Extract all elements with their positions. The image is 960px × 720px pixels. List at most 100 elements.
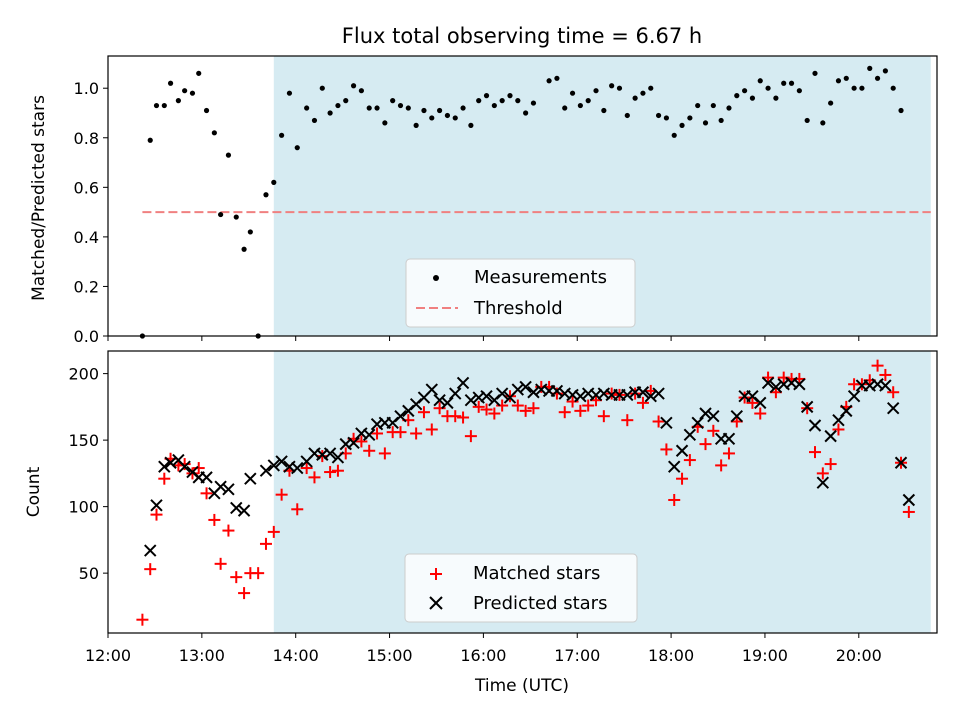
measurement-point bbox=[397, 102, 404, 109]
matched-star-point bbox=[879, 368, 892, 381]
measurement-point bbox=[247, 229, 253, 235]
measurement-point bbox=[390, 98, 396, 104]
measurement-point bbox=[366, 105, 372, 111]
predicted-star-point bbox=[840, 404, 853, 418]
predicted-star-point bbox=[707, 409, 720, 423]
measurement-point bbox=[742, 88, 748, 94]
matched-star-point bbox=[192, 462, 205, 475]
matched-star-point bbox=[300, 462, 313, 475]
measurement-point bbox=[271, 179, 277, 185]
predicted-star-point bbox=[902, 493, 916, 507]
matched-star-point bbox=[715, 459, 728, 472]
matched-star-point bbox=[291, 503, 304, 516]
predicted-star-point bbox=[816, 476, 830, 489]
matched-star-point bbox=[371, 427, 384, 440]
matched-star-point bbox=[267, 525, 280, 538]
predicted-star-point bbox=[150, 499, 163, 512]
measurement-point bbox=[640, 90, 646, 96]
measurement-point bbox=[820, 120, 826, 126]
predicted-star-point bbox=[550, 384, 564, 398]
measurement-point bbox=[867, 65, 873, 71]
matched-star-point bbox=[699, 438, 712, 451]
matched-star-point bbox=[259, 537, 272, 550]
measurement-point bbox=[153, 102, 160, 109]
matched-star-point bbox=[150, 508, 163, 521]
matched-star-point bbox=[660, 443, 673, 456]
measurement-point bbox=[343, 98, 349, 104]
bottom-y-tick-label: 200 bbox=[68, 365, 99, 384]
measurement-point bbox=[460, 105, 466, 111]
matched-star-point bbox=[324, 466, 337, 479]
predicted-star-point bbox=[511, 383, 525, 396]
predicted-star-point bbox=[449, 387, 462, 400]
measurement-point bbox=[189, 90, 196, 96]
measurement-point bbox=[491, 102, 497, 109]
predicted-star-point bbox=[660, 416, 673, 430]
measurement-point bbox=[452, 115, 458, 121]
measurement-point bbox=[812, 70, 818, 76]
matched-star-point bbox=[230, 571, 243, 584]
predicted-star-point bbox=[291, 461, 304, 475]
matched-star-point bbox=[394, 426, 407, 439]
measurement-point bbox=[405, 105, 411, 111]
matched-star-point bbox=[832, 423, 845, 436]
matched-star-point bbox=[331, 464, 344, 477]
measurements-legend-label: Measurements bbox=[474, 267, 607, 288]
measurement-point bbox=[749, 95, 756, 101]
measurement-point bbox=[562, 105, 568, 111]
matched-star-point bbox=[558, 406, 571, 419]
x-tick-label: 19:00 bbox=[742, 646, 788, 665]
matched-star-point bbox=[308, 471, 321, 484]
matched-star-point bbox=[480, 403, 493, 416]
predicted-star-point bbox=[754, 396, 767, 410]
predicted-star-point bbox=[527, 386, 540, 399]
predicted-star-points bbox=[144, 376, 916, 557]
measurement-point bbox=[530, 100, 537, 106]
measurement-point bbox=[241, 246, 247, 252]
top-y-tick-label: 0.2 bbox=[74, 277, 99, 296]
measurement-point bbox=[294, 145, 300, 151]
matched-legend-label: Matched stars bbox=[473, 563, 600, 584]
matched-star-point bbox=[433, 402, 446, 415]
measurement-point bbox=[569, 90, 576, 96]
matched-star-point bbox=[363, 444, 376, 457]
predicted-star-point bbox=[164, 456, 177, 469]
measurement-point bbox=[468, 122, 474, 128]
predicted-star-point bbox=[793, 378, 806, 391]
predicted-legend-label: Predicted stars bbox=[473, 593, 607, 614]
measurement-point bbox=[167, 80, 174, 86]
measurements-legend-marker bbox=[433, 275, 439, 281]
measurement-point bbox=[601, 107, 607, 114]
top-y-tick-label: 0.6 bbox=[74, 178, 99, 197]
matched-star-point bbox=[238, 587, 251, 600]
measurement-point bbox=[476, 98, 482, 104]
top-legend: Measurements Threshold bbox=[405, 258, 636, 328]
predicted-star-point bbox=[722, 432, 736, 445]
predicted-star-point bbox=[668, 460, 681, 473]
predicted-star-point bbox=[808, 419, 822, 432]
matched-star-point bbox=[136, 613, 149, 626]
matched-star-point bbox=[816, 467, 829, 480]
matched-star-point bbox=[144, 563, 157, 576]
measurement-point bbox=[593, 88, 599, 94]
matched-star-point bbox=[668, 493, 681, 506]
matched-star-point bbox=[472, 400, 485, 413]
matched-star-point bbox=[457, 411, 470, 424]
predicted-star-point bbox=[230, 501, 243, 515]
bottom-panel: 12:00 13:00 14:00 15:00 16:00 17:00 18:00 19:00… bbox=[24, 350, 938, 696]
top-y-tick-label: 0.8 bbox=[74, 129, 99, 148]
measurement-point bbox=[515, 98, 521, 104]
measurement-point bbox=[203, 107, 210, 114]
chart-title: Flux total observing time = 6.67 h bbox=[342, 24, 702, 48]
measurement-point bbox=[483, 93, 490, 99]
measurement-point bbox=[413, 122, 419, 128]
bottom-legend: Matched stars Predicted stars bbox=[404, 553, 638, 623]
x-tick-label: 13:00 bbox=[179, 646, 225, 665]
measurement-point bbox=[546, 78, 552, 84]
predicted-star-point bbox=[323, 447, 337, 460]
measurement-point bbox=[286, 90, 293, 96]
predicted-star-point bbox=[636, 386, 650, 399]
x-tick-label: 16:00 bbox=[460, 646, 506, 665]
matched-star-point bbox=[275, 488, 288, 501]
